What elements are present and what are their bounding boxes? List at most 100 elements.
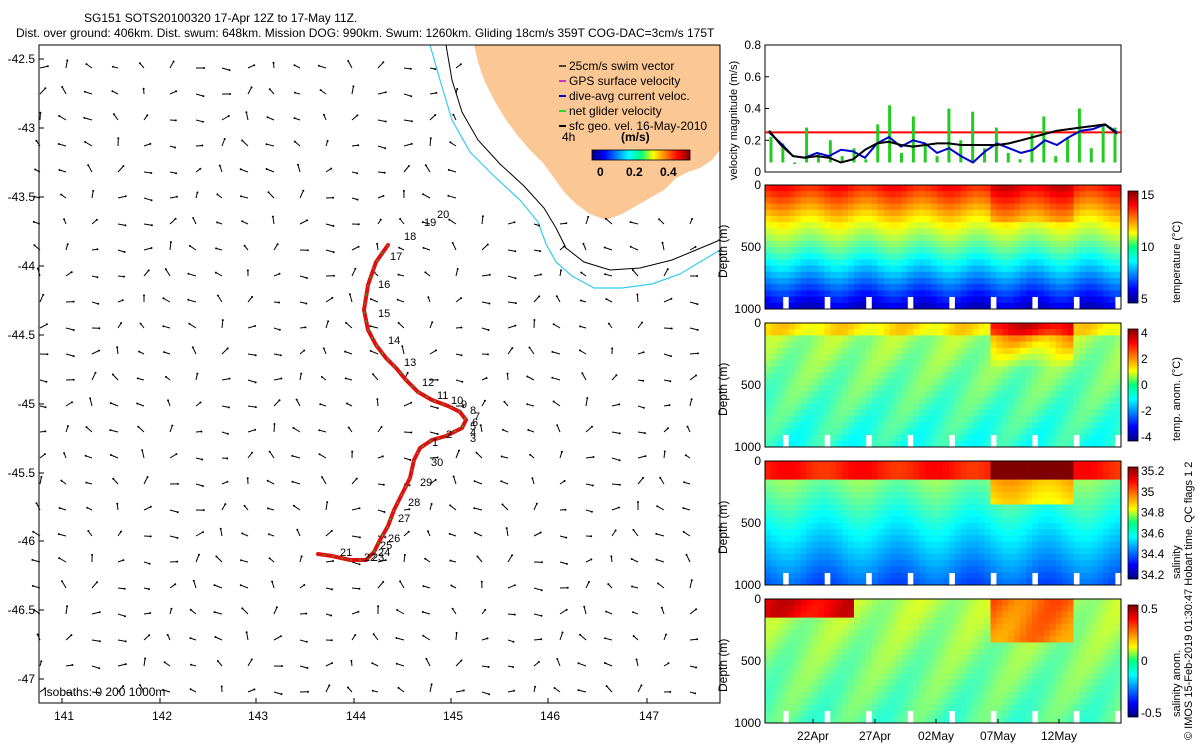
heatmap-cell [1073,228,1080,235]
heatmap-cell [1049,529,1057,536]
heatmap-cell [818,578,825,586]
heatmap-cell [806,216,813,223]
heatmap-cell [931,535,938,542]
heatmap-cell [1091,492,1098,499]
heatmap-cell [812,372,819,380]
heatmap-cell [972,284,979,291]
heatmap-cell [1049,403,1057,411]
heatmap-cell [794,265,801,273]
heatmap-cell [782,185,790,192]
heatmap-cell [883,234,890,242]
velocity-arrow-head [120,530,122,533]
heatmap-cell [782,409,790,417]
lon-tick-label: 142 [152,709,172,723]
heatmap-cell [770,228,778,235]
heatmap-cell [1085,391,1092,398]
heatmap-cell [859,541,867,549]
heatmap-cell [854,366,861,373]
velocity-arrow [91,350,100,355]
heatmap-cell [1008,485,1015,493]
heatmap-cell [1103,290,1110,297]
velocity-arrow-head [538,295,541,298]
heatmap-cell [889,296,896,304]
heatmap-cell [943,422,950,429]
heatmap-cell [978,329,985,336]
heatmap-cell [859,360,867,367]
velocity-arrow [271,581,275,589]
heatmap-cell [937,385,944,392]
heatmap-cell [770,185,778,192]
heatmap-cell [806,284,813,291]
heatmap-cell [919,461,926,468]
heatmap-cell [1115,253,1122,260]
heatmap-cell [854,510,861,518]
heatmap-cell [1043,296,1051,304]
heatmap-cell [1026,409,1033,417]
heatmap-cell [854,191,861,198]
heatmap-cell [895,366,902,373]
heatmap-cell [1014,253,1021,260]
heatmap-cell [1043,323,1051,330]
velocity-arrow [683,531,691,537]
velocity-arrow-head [83,90,86,93]
heatmap-cell [1055,335,1062,342]
heatmap-cell [848,547,855,555]
velocity-arrow-head [302,189,305,192]
heatmap-cell [788,667,795,674]
velocity-arrow [319,429,327,433]
heatmap-cell [770,391,778,398]
heatmap-cell [1091,566,1098,573]
heatmap-cell [1055,354,1062,361]
velocity-arrow [423,635,431,641]
heatmap-cell [907,461,914,468]
heatmap-cell [842,510,849,518]
heatmap-cell [1103,278,1110,285]
velocity-arrow-head [410,431,413,434]
heatmap-cell [776,667,784,674]
velocity-arrow [188,273,197,277]
velocity-arrow-head [98,667,101,670]
velocity-arrow [247,688,255,693]
heatmap-cell [788,710,795,718]
heatmap-cell [788,329,795,336]
velocity-arrow [351,507,360,511]
heatmap-cell [966,473,973,480]
heatmap-cell [1037,504,1045,511]
heatmap-cell [1073,403,1080,411]
heatmap-cell [990,191,997,198]
heatmap-cell [1103,265,1110,273]
heatmap-cell [925,259,932,266]
velocity-arrow [273,635,282,641]
heatmap-cell [770,440,778,448]
heatmap-cell [830,409,837,417]
heatmap-cell [895,416,902,423]
heatmap-cell [765,296,772,304]
heatmap-cell [818,409,825,417]
heatmap-cell [990,547,997,555]
velocity-arrow [585,398,588,407]
velocity-arrow [216,556,223,563]
heatmap-cell [776,354,784,361]
heatmap-cell [931,391,938,398]
heatmap-cell [889,265,896,273]
heatmap-cell [943,191,950,198]
heatmap-cell [1061,516,1068,524]
heatmap-cell [770,247,778,254]
heatmap-cell [1020,216,1027,223]
heatmap-cell [1043,247,1051,254]
velocity-arrow-head [254,354,257,357]
heatmap-cell [954,578,962,586]
heatmap-cell [800,341,807,349]
heatmap-cell [1097,265,1104,273]
heatmap-cell [1067,259,1074,266]
heatmap-cell [1008,385,1015,392]
heatmap-cell [966,185,973,192]
heatmap-cell [943,566,950,573]
velocity-arrow-head [188,322,191,325]
heatmap-cell [1043,461,1051,468]
heatmap-cell [776,409,784,417]
heatmap-cell [782,605,790,612]
heatmap-cell [925,354,932,361]
heatmap-cell [1026,566,1033,573]
heatmap-cell [966,479,973,487]
